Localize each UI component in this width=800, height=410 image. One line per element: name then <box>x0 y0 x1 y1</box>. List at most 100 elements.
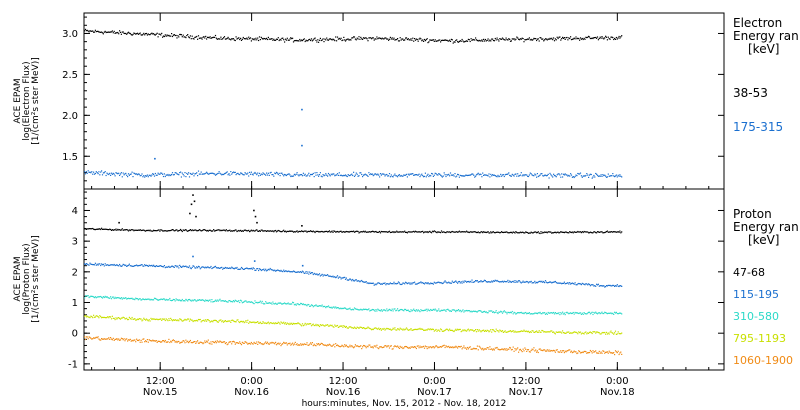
proton-series-0-point <box>370 231 372 233</box>
electron-ylabel-line-3: [1/(cm²s ster MeV)] <box>31 57 41 144</box>
proton-series-2-point <box>135 297 137 299</box>
electron-series-1-point <box>532 174 534 177</box>
electron-series-0-point <box>466 40 468 42</box>
proton-series-1-point <box>206 266 209 268</box>
electron-series-0-point <box>354 38 356 40</box>
proton-series-0-point <box>388 230 391 232</box>
proton-series-0-point <box>328 230 330 232</box>
proton-series-4-point <box>443 344 445 346</box>
proton-series-0-point <box>159 230 161 232</box>
electron-series-1-point <box>105 174 107 177</box>
proton-series-0-point <box>345 230 347 233</box>
proton-series-2-point <box>583 312 585 314</box>
proton-series-1-point <box>274 269 276 271</box>
proton-series-0-point <box>587 231 589 233</box>
electron-series-1-point <box>544 174 546 176</box>
proton-series-4-point <box>329 344 331 346</box>
electron-series-0-point <box>594 37 596 39</box>
electron-series-1-point <box>614 175 617 177</box>
proton-series-0-point <box>427 231 429 234</box>
proton-series-0-point <box>255 229 257 231</box>
proton-series-3-point <box>408 329 410 331</box>
proton-series-2-point <box>310 305 312 307</box>
electron-series-1-point <box>98 171 100 173</box>
electron-series-0-point <box>197 35 200 37</box>
proton-series-3-point <box>613 333 615 335</box>
proton-series-2-point <box>488 310 490 312</box>
proton-series-0-point <box>401 231 403 233</box>
proton-series-3-point <box>145 319 147 321</box>
proton-series-4-point <box>513 350 515 352</box>
electron-series-1-point <box>373 174 375 176</box>
proton-series-0-point <box>220 229 222 231</box>
electron-series-0-point <box>270 38 272 40</box>
proton-series-4-point <box>384 345 386 347</box>
electron-series-0-point <box>95 31 97 33</box>
proton-series-0-point <box>180 229 182 232</box>
electron-series-1-point <box>255 172 257 175</box>
proton-series-3-point <box>110 316 112 318</box>
proton-series-1-point <box>457 282 459 284</box>
electron-series-0-point <box>194 36 196 38</box>
proton-series-3-point <box>531 330 533 332</box>
proton-series-3-point <box>493 330 495 332</box>
proton-series-3-point <box>258 322 261 324</box>
proton-series-1-point <box>315 273 317 276</box>
proton-series-0-point <box>242 230 244 232</box>
electron-series-1-point <box>591 177 593 179</box>
proton-series-2-point <box>265 301 267 303</box>
x-tick-date-label: Nov.16 <box>234 387 269 398</box>
proton-series-0-point <box>506 231 508 233</box>
proton-series-0-point <box>459 231 461 233</box>
proton-series-0-point <box>196 230 198 232</box>
proton-series-1-point <box>476 280 478 282</box>
proton-series-3-point <box>253 321 255 323</box>
electron-series-0-point <box>255 37 257 39</box>
electron-series-0-point <box>285 39 287 41</box>
electron-series-1-point <box>289 174 291 176</box>
electron-series-1-point <box>299 174 301 176</box>
proton-series-3-point <box>621 332 623 334</box>
proton-series-2-point <box>428 309 430 311</box>
electron-series-1-point <box>332 173 334 175</box>
proton-series-1-point <box>384 282 386 284</box>
proton-series-3-point <box>550 330 552 332</box>
proton-series-4-point <box>108 337 110 339</box>
electron-series-0-point <box>345 39 347 41</box>
proton-series-4-point <box>134 339 136 341</box>
proton-series-4-point <box>180 341 182 343</box>
proton-series-3-point <box>295 323 297 325</box>
proton-series-1-point <box>290 271 292 273</box>
proton-series-1-point <box>508 281 510 283</box>
proton-series-3-point <box>165 318 167 320</box>
proton-series-2-point <box>203 299 205 302</box>
proton-series-2-point <box>286 303 288 305</box>
electron-series-1-point <box>391 175 393 178</box>
proton-series-4-point <box>223 341 225 343</box>
proton-series-2-point <box>277 302 279 304</box>
proton-series-4-point <box>431 347 433 349</box>
proton-series-2-point <box>484 311 486 313</box>
proton-series-4-point <box>180 342 182 344</box>
proton-series-1-point <box>90 263 92 265</box>
electron-series-0-point <box>126 33 128 35</box>
electron-series-1-point <box>405 174 407 176</box>
proton-series-3-point <box>241 321 243 323</box>
proton-series-4-point <box>214 342 216 344</box>
proton-series-0-point <box>553 231 556 233</box>
proton-series-2-point <box>276 303 278 305</box>
proton-series-3-point <box>292 323 294 325</box>
proton-series-1-point <box>368 282 370 285</box>
proton-series-3-point <box>509 330 511 332</box>
proton-series-4-point <box>270 342 272 344</box>
proton-series-4-point <box>600 351 602 353</box>
proton-series-3-point <box>569 332 571 334</box>
electron-series-0-point <box>268 38 270 40</box>
proton-series-0-point <box>366 231 368 233</box>
proton-series-1-point <box>150 265 152 267</box>
electron-series-1-point <box>544 174 547 176</box>
proton-series-4-point <box>448 345 450 347</box>
proton-series-3-point <box>221 321 223 323</box>
proton-series-2-point <box>562 313 565 315</box>
